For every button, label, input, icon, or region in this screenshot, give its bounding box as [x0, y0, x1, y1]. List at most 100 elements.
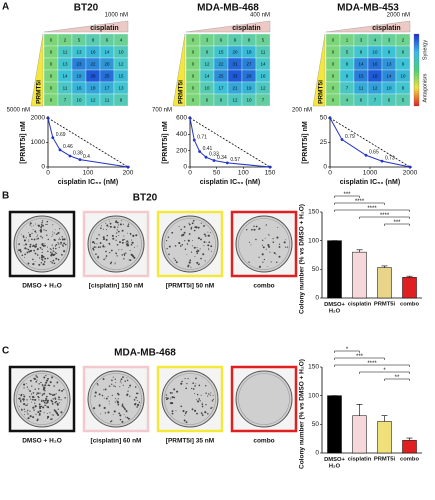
colony [114, 262, 116, 264]
colony [114, 386, 116, 388]
cell-label: 31 [232, 62, 238, 67]
cell-label: 10 [372, 50, 378, 55]
colony [115, 239, 117, 241]
colony [194, 385, 196, 387]
point [51, 136, 55, 140]
cell-label: 14 [62, 74, 68, 79]
drug-label: PRMT5i [318, 80, 325, 104]
colony [190, 226, 193, 229]
error-bar [406, 437, 413, 441]
colony [42, 385, 44, 387]
colony [179, 245, 182, 247]
colony [181, 380, 183, 383]
cell-label: 11 [63, 86, 68, 91]
colony [188, 223, 191, 226]
colony [18, 249, 21, 252]
cell-label: 4 [346, 98, 349, 103]
colony [200, 394, 202, 396]
colony [122, 223, 124, 225]
colony [33, 409, 35, 411]
cell-label: 2 [64, 38, 67, 43]
colony [99, 413, 101, 415]
colony [28, 239, 30, 241]
colony [111, 379, 113, 382]
colony [109, 251, 111, 254]
colony [37, 388, 40, 390]
colony [270, 261, 272, 263]
colony [50, 251, 52, 253]
colony [201, 402, 203, 404]
colony [199, 248, 201, 250]
colony [126, 377, 128, 379]
colony [41, 384, 44, 386]
colony [135, 234, 138, 237]
colony [190, 251, 193, 253]
error-bar [356, 403, 363, 416]
cell-label: 8 [92, 38, 95, 43]
x-tick-label: 150 [265, 170, 276, 177]
colony [56, 403, 59, 406]
colony [55, 233, 58, 235]
colony [188, 233, 191, 235]
colony [39, 229, 43, 232]
colony [97, 246, 100, 249]
colony [23, 394, 25, 396]
cell-label: 28 [90, 74, 96, 79]
colony [249, 241, 251, 243]
y-tick-label: 150 [308, 364, 319, 371]
colony [29, 224, 31, 226]
colony [40, 262, 43, 264]
colony [51, 261, 54, 264]
colony [126, 232, 128, 234]
colony [34, 398, 37, 401]
colony [116, 243, 119, 246]
colony [39, 247, 41, 248]
x-tick-label: cisplatin [348, 457, 372, 463]
colony [33, 377, 35, 380]
colony [104, 388, 107, 391]
x-tick-label: 100 [83, 170, 94, 177]
cell-label: 8 [346, 62, 349, 67]
colony [42, 263, 45, 266]
colony [106, 224, 109, 227]
colony [20, 394, 23, 397]
colony [18, 397, 21, 400]
colony [202, 253, 205, 256]
colony [35, 232, 37, 234]
colony [41, 394, 44, 396]
colony [93, 242, 96, 245]
colony [23, 408, 26, 410]
colony [127, 223, 130, 225]
colony [197, 237, 200, 240]
colony [43, 392, 46, 395]
y-tick-label: 50 [320, 115, 328, 122]
colony [97, 255, 99, 258]
plate [161, 370, 219, 428]
cell-label: 16 [260, 74, 266, 79]
colony [27, 248, 30, 251]
cell-label: 1 [346, 38, 349, 43]
colony [60, 411, 63, 414]
y-tick-label: 2000 [31, 115, 46, 122]
colony [45, 402, 47, 404]
colony [205, 403, 207, 406]
colony [197, 263, 200, 266]
panel-label: C [2, 346, 9, 357]
colony [112, 414, 114, 415]
colony [38, 263, 41, 266]
x-tick-label: 0 [328, 170, 332, 177]
colony [134, 386, 137, 388]
colony [258, 228, 260, 230]
y-axis-label: [PRMT5i] nM [302, 121, 309, 164]
colony [119, 223, 122, 226]
colony [34, 261, 36, 262]
point [188, 116, 192, 120]
y-axis-label: Colony number (% vs DMSO + H₂O) [299, 359, 306, 469]
plate-label: DMSO + H₂O [22, 438, 62, 445]
colony [173, 396, 176, 399]
max-dose-label: 5000 nM [7, 108, 30, 114]
colony [35, 375, 37, 377]
colony [45, 397, 48, 400]
colony [58, 246, 60, 248]
significance-bracket [359, 216, 410, 219]
